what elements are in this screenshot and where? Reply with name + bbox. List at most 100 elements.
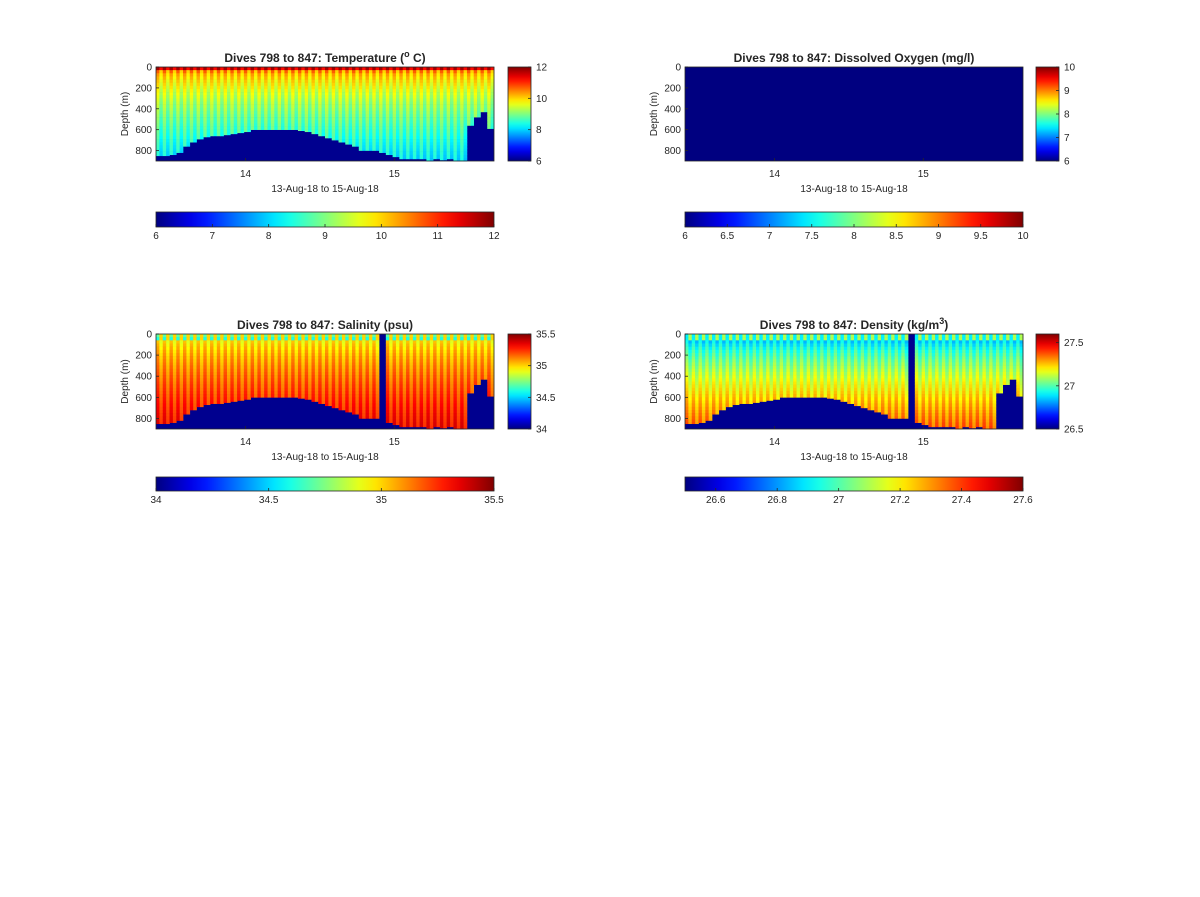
heatmap-cell [237,76,241,79]
heatmap-cell [311,344,315,347]
heatmap-cell [416,142,420,145]
heatmap-cell [295,70,299,73]
heatmap-cell [237,385,241,388]
heatmap-cell [166,111,170,114]
heatmap-cell [386,67,390,70]
heatmap-cell [203,391,207,394]
heatmap-cell [447,394,451,397]
heatmap-cell [298,347,302,350]
heatmap-cell [366,385,370,388]
heatmap-cell [203,337,207,340]
heatmap-cell [278,334,282,337]
heatmap-cell [224,92,228,95]
heatmap-cell [376,105,380,108]
heatmap-cell [464,369,468,372]
heatmap-cell [318,133,322,136]
heatmap-cell [217,111,221,114]
heatmap-cell [460,89,464,92]
heatmap-cell [308,89,312,92]
heatmap-cell [203,117,207,120]
heatmap-cell [433,80,437,83]
heatmap-cell [410,145,414,148]
heatmap-cell [227,120,231,123]
heatmap-cell [423,426,427,427]
heatmap-cell [440,344,444,347]
heatmap-cell [318,70,322,73]
heatmap-cell [464,404,468,407]
heatmap-cell [173,347,177,350]
heatmap-cell [457,145,461,148]
heatmap-cell [477,375,481,378]
heatmap-cell [241,353,245,356]
heatmap-cell [166,416,170,419]
heatmap-cell [464,344,468,347]
heatmap-cell [386,73,390,76]
heatmap-cell [264,334,268,337]
heatmap-cell [163,375,167,378]
heatmap-cell [234,401,238,402]
heatmap-cell [440,108,444,111]
heatmap-cell [193,372,197,375]
heatmap-cell [332,401,336,404]
heatmap-cell [281,359,285,362]
heatmap-cell [170,359,174,362]
heatmap-cell [355,95,359,98]
heatmap-cell [433,420,437,423]
heatmap-cell [197,108,201,111]
heatmap-cell [487,114,491,117]
heatmap-cell [359,83,363,86]
heatmap-cell [230,401,234,402]
heatmap-cell [416,136,420,139]
heatmap-cell [308,385,312,388]
heatmap-cell [443,375,447,378]
heatmap-cell [457,337,461,340]
heatmap-cell [396,397,400,400]
heatmap-cell [159,148,163,151]
heatmap-cell [359,145,363,148]
heatmap-cell [396,133,400,136]
dive-column [311,334,318,402]
heatmap-cell [342,105,346,108]
heatmap-cell [332,95,336,98]
heatmap-cell [284,366,288,369]
heatmap-cell [251,347,255,350]
heatmap-cell [305,397,309,399]
heatmap-cell [173,420,177,423]
heatmap-cell [484,359,488,362]
heatmap-cell [308,101,312,104]
heatmap-cell [413,366,417,369]
heatmap-cell [450,344,454,347]
heatmap-cell [305,73,309,76]
heatmap-cell [268,127,272,130]
heatmap-cell [217,347,221,350]
heatmap-cell [416,423,420,426]
heatmap-cell [257,73,261,76]
heatmap-cell [281,92,285,95]
y-tick-label: 0 [146,63,152,74]
heatmap-cell [420,388,424,391]
heatmap-cell [251,337,255,340]
heatmap-cell [450,130,454,133]
heatmap-cell [359,127,363,130]
heatmap-cell [345,136,349,139]
heatmap-cell [433,369,437,372]
heatmap-cell [322,375,326,378]
heatmap-cell [359,369,363,372]
side-colorbar-tick-label: 6 [1064,157,1070,168]
heatmap-cell [308,120,312,123]
heatmap-cell [318,334,322,337]
heatmap-cell [349,127,353,130]
heatmap-cell [403,369,407,372]
heatmap-cell [176,67,180,70]
heatmap-cell [234,92,238,95]
heatmap-cell [251,340,255,343]
heatmap-cell [410,337,414,340]
heatmap-cell [325,391,329,394]
heatmap-cell [159,120,163,123]
heatmap-cell [440,372,444,375]
heatmap-cell [393,394,397,397]
heatmap-cell [284,391,288,394]
heatmap-cell [180,120,184,123]
heatmap-cell [474,92,478,95]
